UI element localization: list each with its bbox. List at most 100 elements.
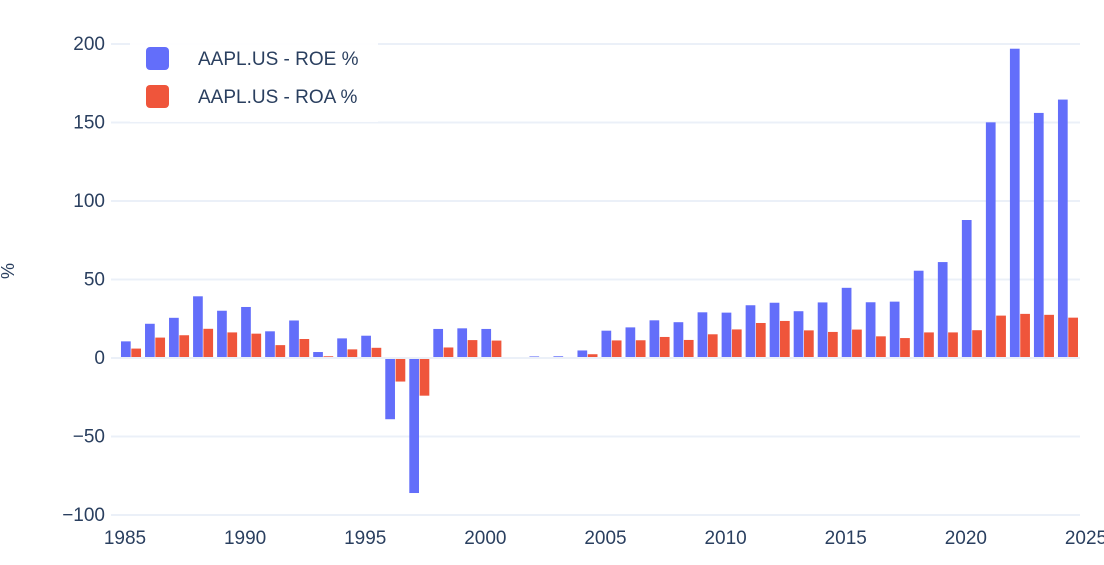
roa-bar — [251, 333, 262, 358]
roe-bar — [1009, 48, 1020, 359]
roe-bar — [361, 335, 371, 358]
roe-bar — [120, 341, 131, 358]
roe-bar — [673, 322, 684, 358]
roe-bar — [601, 330, 612, 358]
roa-bar — [876, 336, 886, 358]
roe-bar — [577, 350, 588, 358]
legend-label: AAPL.US - ROE % — [198, 49, 359, 70]
roa-bar — [275, 345, 286, 358]
y-tick-label: −100 — [62, 505, 105, 526]
roa-bar — [731, 329, 742, 358]
roe-bar — [1057, 99, 1068, 358]
roa-bar — [659, 336, 670, 358]
legend[interactable]: AAPL.US - ROE % AAPL.US - ROA % — [130, 36, 378, 122]
roa-bar — [299, 339, 310, 358]
legend-background — [130, 36, 378, 122]
bars — [120, 48, 1078, 494]
roa-bar — [707, 334, 718, 358]
y-tick-label: 100 — [73, 191, 105, 212]
roe-bar — [313, 352, 323, 358]
y-tick-label: 150 — [73, 113, 105, 134]
x-tick-label: 2005 — [584, 528, 626, 549]
x-tick-label: 2025 — [1065, 528, 1104, 549]
roe-bar — [937, 262, 948, 358]
roe-bar — [145, 323, 155, 358]
roa-bar — [924, 332, 934, 358]
roa-bar — [203, 328, 214, 358]
roe-bar — [289, 320, 299, 358]
roe-bar — [793, 311, 804, 358]
roa-bar — [804, 330, 814, 358]
roe-bar — [241, 306, 251, 358]
roe-bar — [649, 320, 660, 358]
roe-bar — [265, 331, 275, 358]
roa-bar — [779, 320, 790, 358]
roe-bar — [1033, 112, 1044, 358]
roa-bar — [900, 338, 910, 358]
roe-bar — [385, 358, 395, 420]
roe-bar — [769, 302, 780, 358]
x-tick-label: 2010 — [704, 528, 746, 549]
legend-swatch — [146, 47, 169, 70]
roa-bar — [1044, 314, 1054, 358]
roa-bar — [419, 358, 430, 396]
roa-bar — [972, 330, 982, 358]
roa-bar — [635, 340, 646, 358]
roa-bar — [587, 354, 598, 358]
roe-bar — [865, 302, 876, 358]
roa-bar — [852, 329, 862, 358]
roa-bar — [996, 315, 1006, 358]
y-tick-label: 200 — [73, 34, 105, 55]
legend-item-roe[interactable]: AAPL.US - ROE % — [146, 47, 359, 70]
roe-bar — [913, 270, 924, 358]
roa-bar — [1020, 313, 1030, 358]
roe-bar — [481, 328, 492, 358]
y-tick-label: 50 — [84, 270, 105, 291]
roa-bar — [611, 340, 622, 358]
roa-bar — [443, 347, 454, 358]
roe-bar — [457, 328, 468, 358]
roe-bar — [193, 296, 203, 358]
y-axis: −100 −50 0 50 100 150 200 — [62, 34, 105, 526]
roa-bar — [828, 331, 838, 358]
x-tick-label: 1990 — [224, 528, 266, 549]
x-tick-label: 1985 — [104, 528, 146, 549]
roa-bar — [227, 332, 238, 358]
roa-bar — [948, 332, 958, 358]
roe-bar — [841, 287, 852, 358]
legend-item-roa[interactable]: AAPL.US - ROA % — [146, 85, 358, 108]
y-axis-title: % — [0, 263, 18, 279]
legend-label: AAPL.US - ROA % — [198, 87, 358, 108]
roa-bar — [155, 337, 166, 358]
roe-bar — [625, 327, 636, 358]
roe-bar — [169, 317, 179, 358]
roe-bar — [409, 358, 419, 494]
roe-bar — [985, 122, 996, 358]
roe-bar — [745, 305, 756, 358]
x-tick-label: 2015 — [825, 528, 867, 549]
roe-bar — [817, 302, 828, 358]
roa-bar — [1068, 317, 1078, 358]
legend-swatch — [146, 85, 169, 108]
y-tick-label: −50 — [73, 427, 105, 448]
roe-bar — [337, 338, 347, 359]
roa-bar — [371, 347, 382, 358]
roa-bar — [491, 340, 502, 358]
roe-bar — [889, 301, 900, 358]
roe-bar — [697, 312, 708, 358]
roa-bar — [347, 349, 358, 358]
roa-bar — [131, 348, 142, 358]
roa-bar — [755, 322, 766, 358]
x-tick-label: 2000 — [464, 528, 506, 549]
roe-bar — [433, 328, 444, 358]
roa-bar — [683, 339, 694, 358]
y-tick-label: 0 — [94, 348, 105, 369]
roe-bar — [961, 220, 972, 358]
roa-bar — [467, 340, 478, 358]
roa-bar — [395, 358, 406, 382]
x-tick-label: 2020 — [945, 528, 987, 549]
roe-bar — [217, 310, 227, 358]
x-axis: 1985 1990 1995 2000 2005 2010 2015 2020 2025 — [104, 528, 1104, 549]
